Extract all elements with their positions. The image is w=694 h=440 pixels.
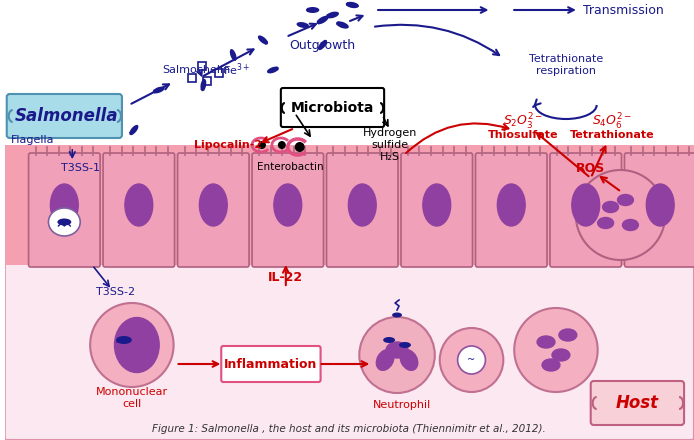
Text: Enterobactin: Enterobactin	[257, 162, 324, 172]
Ellipse shape	[267, 66, 279, 73]
Ellipse shape	[348, 184, 376, 226]
Ellipse shape	[116, 336, 132, 344]
Ellipse shape	[230, 49, 237, 61]
Text: Inflammation: Inflammation	[224, 357, 318, 370]
Text: Salmochelin: Salmochelin	[162, 65, 230, 75]
FancyBboxPatch shape	[550, 153, 622, 267]
FancyBboxPatch shape	[7, 94, 122, 138]
Ellipse shape	[498, 184, 525, 226]
FancyBboxPatch shape	[475, 153, 547, 267]
Text: Transmission: Transmission	[583, 4, 663, 17]
Ellipse shape	[201, 79, 206, 91]
Circle shape	[359, 317, 434, 393]
Ellipse shape	[51, 184, 78, 226]
FancyBboxPatch shape	[591, 381, 684, 425]
Text: Tetrathionate: Tetrathionate	[570, 130, 655, 140]
Ellipse shape	[336, 22, 349, 29]
Ellipse shape	[346, 2, 359, 8]
FancyBboxPatch shape	[281, 88, 384, 127]
Text: T3SS-2: T3SS-2	[96, 287, 135, 297]
Bar	[215, 69, 223, 77]
Circle shape	[514, 308, 598, 392]
Ellipse shape	[129, 125, 138, 135]
FancyBboxPatch shape	[103, 153, 175, 267]
Text: Tetrathionate
respiration: Tetrathionate respiration	[529, 54, 603, 76]
Ellipse shape	[646, 184, 674, 226]
Ellipse shape	[423, 184, 450, 226]
Ellipse shape	[618, 194, 634, 205]
Text: Figure 1: Salmonella , the host and its microbiota (Thiennimitr et al., 2012).: Figure 1: Salmonella , the host and its …	[153, 424, 546, 434]
FancyBboxPatch shape	[401, 153, 473, 267]
FancyBboxPatch shape	[252, 153, 323, 267]
Text: $S_2O_3^{2-}$: $S_2O_3^{2-}$	[503, 112, 543, 132]
Ellipse shape	[559, 329, 577, 341]
Bar	[189, 74, 196, 82]
Circle shape	[278, 141, 286, 149]
Ellipse shape	[386, 342, 408, 358]
FancyBboxPatch shape	[327, 153, 398, 267]
Ellipse shape	[296, 22, 309, 28]
FancyBboxPatch shape	[625, 153, 694, 267]
Ellipse shape	[115, 318, 159, 373]
Ellipse shape	[199, 184, 227, 226]
Ellipse shape	[306, 7, 319, 13]
Ellipse shape	[125, 184, 153, 226]
Text: IL-22: IL-22	[269, 271, 303, 283]
Ellipse shape	[316, 16, 328, 24]
Ellipse shape	[400, 350, 418, 370]
Ellipse shape	[58, 219, 71, 225]
Text: Hydrogen
sulfide
H₂S: Hydrogen sulfide H₂S	[363, 128, 417, 161]
Text: Host: Host	[616, 394, 659, 412]
Text: ROS: ROS	[576, 161, 605, 175]
Ellipse shape	[326, 11, 339, 18]
Text: Mononuclear
cell: Mononuclear cell	[96, 387, 168, 409]
Ellipse shape	[598, 217, 613, 228]
Circle shape	[90, 303, 174, 387]
Ellipse shape	[49, 208, 81, 236]
Ellipse shape	[258, 35, 268, 44]
Text: $S_4O_6^{2-}$: $S_4O_6^{2-}$	[593, 112, 633, 132]
Circle shape	[440, 328, 503, 392]
Ellipse shape	[602, 202, 618, 213]
Ellipse shape	[537, 336, 555, 348]
Text: ~: ~	[468, 355, 475, 365]
FancyBboxPatch shape	[221, 346, 321, 382]
Text: Microbiota: Microbiota	[291, 101, 374, 115]
Bar	[5, 145, 694, 265]
Bar	[198, 62, 206, 70]
Ellipse shape	[572, 184, 600, 226]
Text: Fe$^{3+}$: Fe$^{3+}$	[223, 62, 251, 78]
Ellipse shape	[457, 346, 485, 374]
Text: Outgrowth: Outgrowth	[289, 39, 355, 51]
Text: Salmonella: Salmonella	[15, 107, 118, 125]
Ellipse shape	[542, 359, 560, 371]
Circle shape	[576, 170, 665, 260]
Text: Lipocalin-2: Lipocalin-2	[194, 140, 262, 150]
Ellipse shape	[153, 87, 164, 93]
Circle shape	[258, 141, 266, 149]
Text: Neutrophil: Neutrophil	[373, 400, 431, 410]
Bar	[203, 77, 212, 85]
FancyBboxPatch shape	[5, 261, 694, 440]
Ellipse shape	[399, 342, 411, 348]
FancyBboxPatch shape	[178, 153, 249, 267]
Ellipse shape	[274, 184, 302, 226]
Text: T3SS-1: T3SS-1	[61, 163, 101, 173]
Text: Flagella: Flagella	[11, 135, 54, 145]
Circle shape	[295, 142, 305, 152]
Ellipse shape	[376, 350, 394, 370]
Ellipse shape	[552, 349, 570, 361]
Ellipse shape	[383, 337, 395, 343]
Ellipse shape	[392, 312, 402, 318]
Text: Thiosulfate: Thiosulfate	[488, 130, 559, 140]
Ellipse shape	[318, 40, 327, 50]
FancyBboxPatch shape	[28, 153, 100, 267]
Ellipse shape	[623, 220, 638, 231]
